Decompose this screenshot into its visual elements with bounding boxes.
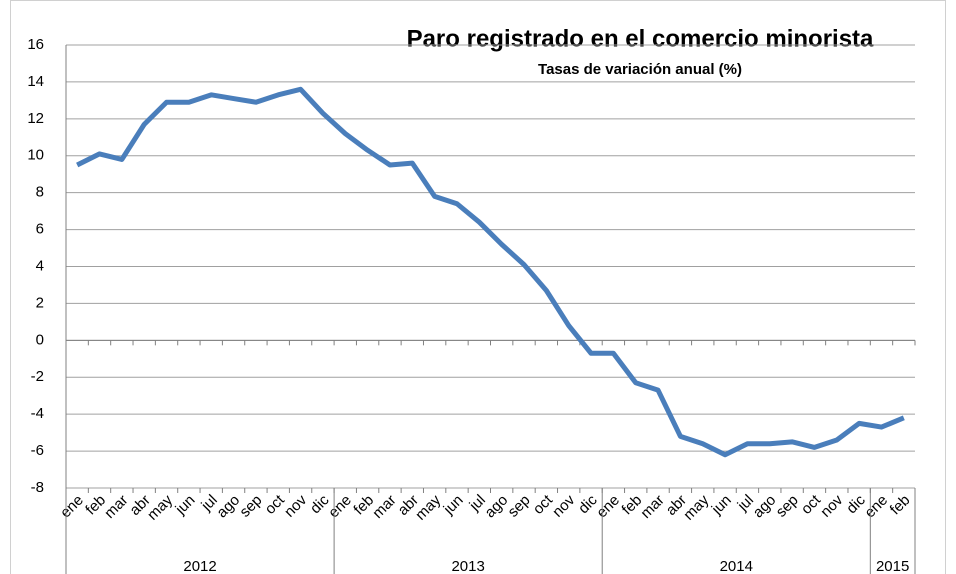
year-label: 2015 <box>876 558 909 574</box>
y-tick-label: -4 <box>31 405 44 422</box>
x-tick-label: nov <box>817 491 846 520</box>
x-tick-label: may <box>144 491 176 523</box>
year-label: 2014 <box>720 558 753 574</box>
y-tick-label: 10 <box>27 147 44 164</box>
x-tick-label: jun <box>708 492 735 519</box>
y-tick-label: -8 <box>31 479 44 496</box>
x-tick-label: nov <box>549 491 578 520</box>
year-label: 2012 <box>183 558 216 574</box>
y-tick-label: 14 <box>27 73 44 90</box>
chart-border <box>10 0 946 574</box>
y-tick-label: 8 <box>36 184 44 201</box>
chart-subtitle: Tasas de variación anual (%) <box>538 61 742 78</box>
chart-title: Paro registrado en el comercio minorista <box>407 25 874 52</box>
x-tick-label: feb <box>887 492 914 519</box>
y-tick-label: -2 <box>31 368 44 385</box>
y-tick-label: 0 <box>36 331 44 348</box>
x-tick-label: may <box>412 491 444 523</box>
y-tick-label: -6 <box>31 442 44 459</box>
line-series <box>76 86 905 458</box>
y-tick-label: 2 <box>36 294 44 311</box>
x-tick-label: jun <box>172 492 199 519</box>
x-tick-label: jun <box>440 492 467 519</box>
y-tick-label: 16 <box>27 36 44 53</box>
y-tick-label: 6 <box>36 221 44 238</box>
y-tick-label: 4 <box>36 257 44 274</box>
y-tick-label: 12 <box>27 110 44 127</box>
year-label: 2013 <box>451 558 484 574</box>
x-tick-label: nov <box>281 491 310 520</box>
x-tick-label: may <box>680 491 712 523</box>
